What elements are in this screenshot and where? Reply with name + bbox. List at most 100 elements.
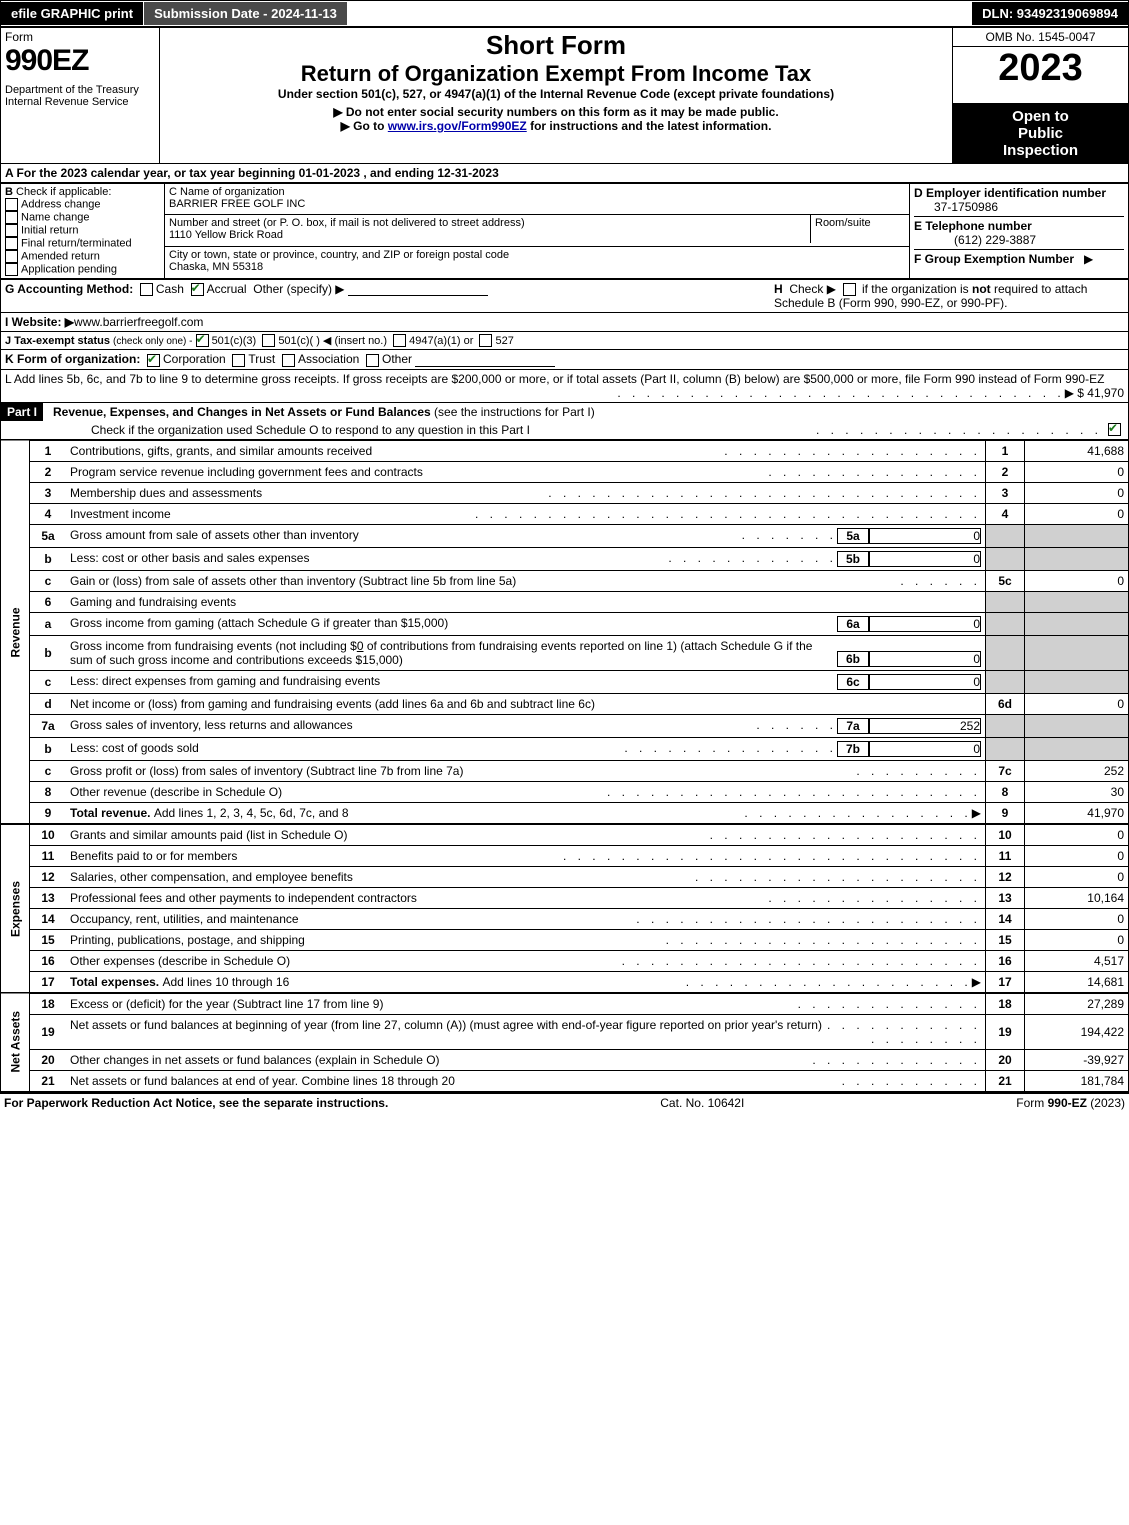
checkbox-application-pending[interactable] [5, 263, 18, 276]
gross-receipts-amount: ▶ $ 41,970 [1065, 386, 1124, 400]
amt-5a: 0 [869, 528, 981, 544]
footer-right: Form 990-EZ (2023) [1016, 1096, 1125, 1110]
amt-6d: 0 [1025, 693, 1129, 714]
amt-4: 0 [1025, 503, 1129, 524]
dept-line-2: Internal Revenue Service [5, 96, 155, 108]
address-value: 1110 Yellow Brick Road [169, 229, 806, 241]
checkbox-527[interactable] [479, 334, 492, 347]
dln-label: DLN: 93492319069894 [972, 2, 1128, 25]
amt-13: 10,164 [1025, 887, 1129, 908]
amt-3: 0 [1025, 482, 1129, 503]
checkbox-initial-return[interactable] [5, 224, 18, 237]
goto-note: ▶ Go to www.irs.gov/Form990EZ for instru… [164, 119, 948, 133]
amt-11: 0 [1025, 845, 1129, 866]
label-city: City or town, state or province, country… [169, 249, 905, 261]
footer-left: For Paperwork Reduction Act Notice, see … [4, 1096, 388, 1110]
side-label-netassets: Net Assets [1, 993, 30, 1092]
amt-5b: 0 [869, 551, 981, 567]
amt-21: 181,784 [1025, 1070, 1129, 1091]
amt-7b: 0 [869, 741, 981, 757]
form-subtitle: Under section 501(c), 527, or 4947(a)(1)… [164, 87, 948, 101]
amt-7c: 252 [1025, 760, 1129, 781]
checkbox-other-org[interactable] [366, 354, 379, 367]
dept-line-1: Department of the Treasury [5, 84, 155, 96]
checkbox-address-change[interactable] [5, 198, 18, 211]
amt-1: 41,688 [1025, 440, 1129, 461]
label-address: Number and street (or P. O. box, if mail… [169, 217, 806, 229]
section-d: D Employer identification number 37-1750… [914, 186, 1124, 214]
line-l: L Add lines 5b, 6c, and 7b to line 9 to … [0, 370, 1129, 403]
checkbox-final-return[interactable] [5, 237, 18, 250]
checkbox-4947[interactable] [393, 334, 406, 347]
amt-10: 0 [1025, 824, 1129, 846]
amt-5c: 0 [1025, 570, 1129, 591]
checkbox-corporation[interactable] [147, 354, 160, 367]
checkbox-501c3[interactable] [196, 334, 209, 347]
amt-16: 4,517 [1025, 950, 1129, 971]
form-header: Form 990EZ Department of the Treasury In… [0, 27, 1129, 164]
line-h-label: H [774, 282, 783, 296]
checkbox-501c[interactable] [262, 334, 275, 347]
amt-6a: 0 [869, 616, 981, 632]
efile-label: efile GRAPHIC print [1, 2, 143, 25]
label-room: Room/suite [811, 215, 910, 243]
other-org-blank[interactable] [415, 354, 555, 367]
tax-year: 2023 [953, 47, 1128, 90]
checkbox-name-change[interactable] [5, 211, 18, 224]
page-footer: For Paperwork Reduction Act Notice, see … [0, 1092, 1129, 1112]
form-title: Return of Organization Exempt From Incom… [164, 61, 948, 87]
amt-12: 0 [1025, 866, 1129, 887]
amt-8: 30 [1025, 781, 1129, 802]
ein-value: 37-1750986 [914, 200, 998, 214]
amt-9: 41,970 [1025, 802, 1129, 824]
checkbox-h[interactable] [843, 283, 856, 296]
website-link[interactable]: www.barrierfreegolf.com [74, 315, 203, 329]
phone-value: (612) 229-3887 [914, 233, 1036, 247]
short-form-title: Short Form [164, 30, 948, 61]
other-method-blank[interactable] [348, 283, 488, 296]
checkbox-trust[interactable] [232, 354, 245, 367]
amt-17: 14,681 [1025, 971, 1129, 993]
omb-number: OMB No. 1545-0047 [953, 28, 1128, 47]
section-e: E Telephone number (612) 229-3887 [914, 216, 1124, 247]
form-number: 990EZ [5, 44, 155, 78]
footer-center: Cat. No. 10642I [660, 1096, 744, 1110]
amt-15: 0 [1025, 929, 1129, 950]
section-b: B Check if applicable: Address change Na… [5, 186, 160, 276]
line-g-label: G Accounting Method: [5, 282, 133, 296]
top-bar: efile GRAPHIC print Submission Date - 20… [0, 0, 1129, 27]
line-j: J Tax-exempt status (check only one) - 5… [0, 332, 1129, 351]
checkbox-accrual[interactable] [191, 283, 204, 296]
section-bcdef: B Check if applicable: Address change Na… [0, 183, 1129, 279]
amt-20: -39,927 [1025, 1049, 1129, 1070]
form-word: Form [5, 30, 155, 44]
checkbox-association[interactable] [282, 354, 295, 367]
checkbox-cash[interactable] [140, 283, 153, 296]
part-1-label: Part I [1, 403, 43, 421]
irs-link[interactable]: www.irs.gov/Form990EZ [388, 119, 527, 133]
side-label-revenue: Revenue [1, 440, 30, 824]
amt-7a: 252 [869, 718, 981, 734]
side-label-expenses: Expenses [1, 824, 30, 993]
amt-2: 0 [1025, 461, 1129, 482]
line-i: I Website: ▶www.barrierfreegolf.com [0, 313, 1129, 332]
inspection-box: Open to Public Inspection [953, 104, 1128, 163]
amt-14: 0 [1025, 908, 1129, 929]
amt-19: 194,422 [1025, 1014, 1129, 1049]
amt-6b: 0 [869, 651, 981, 667]
section-f: F Group Exemption Number ▶ [914, 249, 1124, 266]
part-1-check-text: Check if the organization used Schedule … [91, 423, 530, 437]
part-1-table: Revenue 1 Contributions, gifts, grants, … [0, 440, 1129, 1092]
org-name: BARRIER FREE GOLF INC [169, 198, 905, 210]
amt-18: 27,289 [1025, 993, 1129, 1015]
submission-date: Submission Date - 2024-11-13 [143, 1, 348, 26]
checkbox-amended-return[interactable] [5, 250, 18, 263]
city-value: Chaska, MN 55318 [169, 261, 905, 273]
line-k: K Form of organization: Corporation Trus… [0, 350, 1129, 369]
part-1-header: Part I Revenue, Expenses, and Changes in… [0, 403, 1129, 440]
label-org-name: C Name of organization [169, 186, 905, 198]
line-a: A For the 2023 calendar year, or tax yea… [0, 164, 1129, 183]
checkbox-schedule-o[interactable] [1108, 423, 1121, 436]
ssn-note: ▶ Do not enter social security numbers o… [164, 105, 948, 119]
amt-6c: 0 [869, 674, 981, 690]
